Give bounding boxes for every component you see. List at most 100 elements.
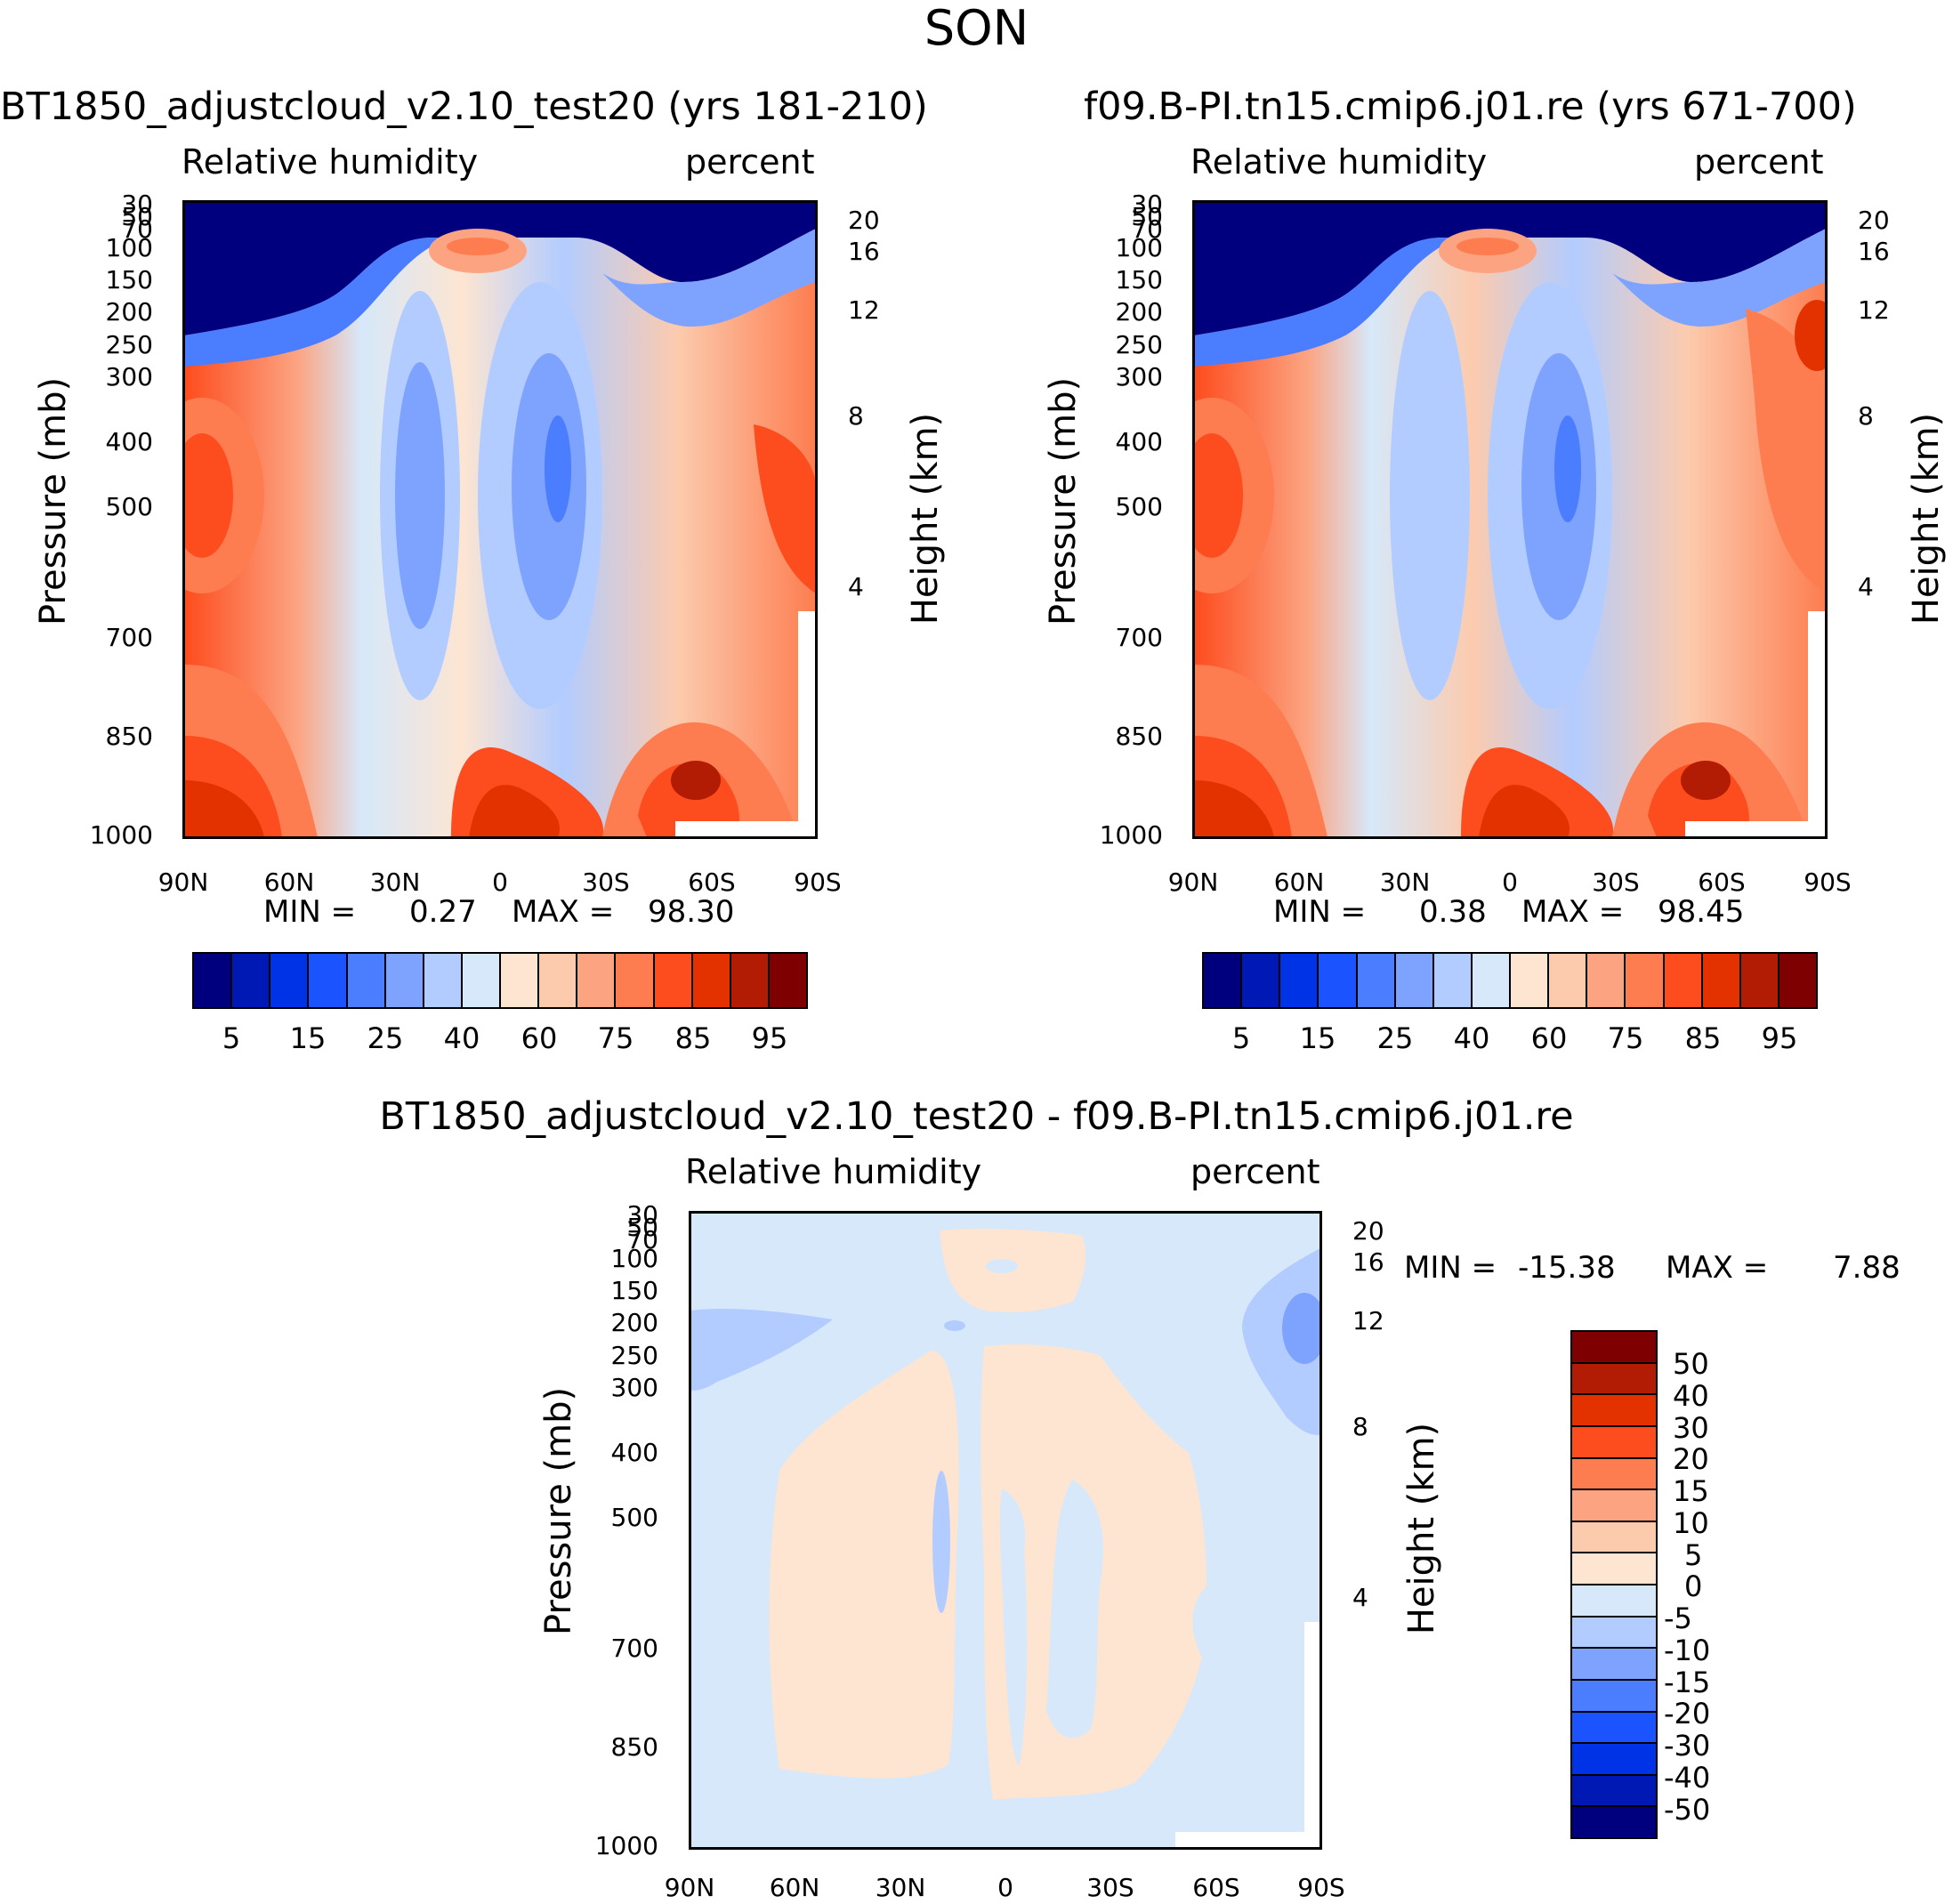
panel1-ytick: 150 bbox=[105, 265, 153, 294]
panel3-colorbar-label: 5 bbox=[1684, 1538, 1703, 1572]
panel1-colorbar-label: 40 bbox=[443, 1021, 480, 1055]
panel1-contour-field bbox=[184, 202, 816, 837]
panel3-ytick: 50 bbox=[626, 1213, 658, 1242]
panel1-ytick: 700 bbox=[105, 623, 153, 652]
panel1-ytick: 200 bbox=[105, 297, 153, 327]
panel2-ytick: 100 bbox=[1115, 233, 1163, 262]
panel3-colorbar-label: -5 bbox=[1664, 1601, 1692, 1635]
panel1-max-label: MAX = bbox=[512, 894, 615, 930]
panel3-ytick: 30 bbox=[626, 1200, 658, 1230]
colorbar-cell bbox=[1572, 1807, 1656, 1837]
panel2-colorbar bbox=[1202, 952, 1818, 1009]
colorbar-cell bbox=[1740, 954, 1779, 1007]
panel2-ytick: 500 bbox=[1115, 492, 1163, 521]
panel2-max-value: 98.45 bbox=[1658, 894, 1745, 930]
panel2-xtick: 60S bbox=[1698, 867, 1746, 897]
panel3-colorbar-label: -30 bbox=[1664, 1729, 1711, 1763]
panel2-ytick: 400 bbox=[1115, 427, 1163, 456]
panel1-xtick: 90S bbox=[794, 867, 842, 897]
panel1-ytick: 500 bbox=[105, 492, 153, 521]
panel1-xtick: 0 bbox=[492, 867, 508, 897]
panel3-ytick: 150 bbox=[610, 1276, 658, 1305]
colorbar-cell bbox=[1511, 954, 1550, 1007]
panel3-height-tick: 4 bbox=[1352, 1583, 1368, 1612]
panel1-colorbar-label: 60 bbox=[521, 1021, 558, 1055]
panel1-colorbar-label: 15 bbox=[289, 1021, 327, 1055]
panel1-height-tick: 12 bbox=[848, 295, 880, 325]
panel1-variable-label: Relative humidity bbox=[182, 142, 479, 182]
panel2-xtick: 90N bbox=[1167, 867, 1219, 897]
panel2-title: f09.B-PI.tn15.cmip6.j01.re (yrs 671-700) bbox=[1084, 85, 1857, 129]
colorbar-cell bbox=[501, 954, 540, 1007]
panel2-ytick: 250 bbox=[1115, 330, 1163, 359]
panel2-colorbar-label: 75 bbox=[1607, 1021, 1644, 1055]
panel2-ytick: 850 bbox=[1115, 722, 1163, 751]
panel2-min-label: MIN = bbox=[1273, 894, 1367, 930]
panel3-ytick: 700 bbox=[610, 1634, 658, 1663]
panel3-title: BT1850_adjustcloud_v2.10_test20 - f09.B-… bbox=[379, 1094, 1574, 1139]
panel3-min-value: -15.38 bbox=[1518, 1250, 1616, 1286]
panel3-xtick: 90N bbox=[664, 1873, 715, 1902]
panel2-ylabel-right: Height (km) bbox=[1906, 412, 1947, 625]
panel3-ytick: 100 bbox=[610, 1244, 658, 1273]
panel2-xtick: 0 bbox=[1502, 867, 1518, 897]
colorbar-cell bbox=[194, 954, 233, 1007]
panel3-xtick: 30N bbox=[875, 1873, 926, 1902]
panel1-colorbar bbox=[192, 952, 808, 1009]
panel1-ytick: 30 bbox=[121, 190, 153, 219]
panel1-colorbar-label: 95 bbox=[751, 1021, 788, 1055]
panel2-height-tick: 20 bbox=[1858, 206, 1890, 235]
panel3-xtick: 0 bbox=[997, 1873, 1013, 1902]
panel1-ytick: 250 bbox=[105, 330, 153, 359]
panel3-ytick: 70 bbox=[626, 1225, 658, 1255]
panel3-colorbar-label: -20 bbox=[1664, 1697, 1711, 1731]
panel2-height-tick: 4 bbox=[1858, 572, 1874, 601]
colorbar-cell bbox=[769, 954, 806, 1007]
figure-title: SON bbox=[924, 0, 1029, 56]
panel3-colorbar-label: 50 bbox=[1673, 1347, 1709, 1381]
panel3-colorbar-label: 30 bbox=[1673, 1411, 1709, 1445]
panel1-colorbar-label: 85 bbox=[674, 1021, 712, 1055]
colorbar-cell bbox=[1572, 1712, 1656, 1745]
panel3-ytick: 1000 bbox=[594, 1831, 658, 1860]
colorbar-cell bbox=[1572, 1395, 1656, 1427]
panel3-colorbar-label: 20 bbox=[1673, 1442, 1709, 1476]
panel3-colorbar-label: -40 bbox=[1664, 1761, 1711, 1795]
panel3-height-tick: 8 bbox=[1352, 1412, 1368, 1441]
colorbar-cell bbox=[347, 954, 386, 1007]
colorbar-cell bbox=[1572, 1332, 1656, 1364]
panel1-height-tick: 8 bbox=[848, 401, 864, 431]
panel1-xtick: 30N bbox=[369, 867, 421, 897]
colorbar-cell bbox=[1572, 1426, 1656, 1459]
panel2-min-value: 0.38 bbox=[1419, 894, 1487, 930]
panel1-height-tick: 20 bbox=[848, 206, 880, 235]
panel2-ytick: 70 bbox=[1131, 214, 1163, 244]
panel3-ytick: 200 bbox=[610, 1308, 658, 1337]
panel1-ytick: 70 bbox=[121, 214, 153, 244]
panel1-ylabel: Pressure (mb) bbox=[33, 376, 74, 625]
panel1-ytick: 100 bbox=[105, 233, 153, 262]
colorbar-cell bbox=[1572, 1585, 1656, 1618]
panel3-height-tick: 12 bbox=[1352, 1306, 1384, 1335]
colorbar-cell bbox=[1572, 1363, 1656, 1396]
panel1-ytick: 300 bbox=[105, 362, 153, 391]
colorbar-cell bbox=[1572, 1458, 1656, 1491]
panel2-ytick: 1000 bbox=[1099, 820, 1163, 850]
panel3-ytick: 500 bbox=[610, 1503, 658, 1532]
panel3-ytick: 250 bbox=[610, 1341, 658, 1370]
panel1-ytick: 400 bbox=[105, 427, 153, 456]
panel3-ytick: 400 bbox=[610, 1438, 658, 1467]
panel1-min-value: 0.27 bbox=[409, 894, 477, 930]
colorbar-cell bbox=[1395, 954, 1434, 1007]
panel1-colorbar-label: 75 bbox=[597, 1021, 634, 1055]
panel2-ytick: 200 bbox=[1115, 297, 1163, 327]
panel2-ylabel: Pressure (mb) bbox=[1043, 376, 1084, 625]
panel2-colorbar-label: 85 bbox=[1684, 1021, 1722, 1055]
panel2-height-tick: 16 bbox=[1858, 237, 1890, 266]
panel2-colorbar-label: 40 bbox=[1453, 1021, 1490, 1055]
panel2-units-label: percent bbox=[1694, 142, 1824, 182]
panel3-max-label: MAX = bbox=[1666, 1250, 1769, 1286]
panel1-ytick: 850 bbox=[105, 722, 153, 751]
panel1-units-label: percent bbox=[685, 142, 815, 182]
panel3-ylabel-right: Height (km) bbox=[1401, 1422, 1442, 1635]
